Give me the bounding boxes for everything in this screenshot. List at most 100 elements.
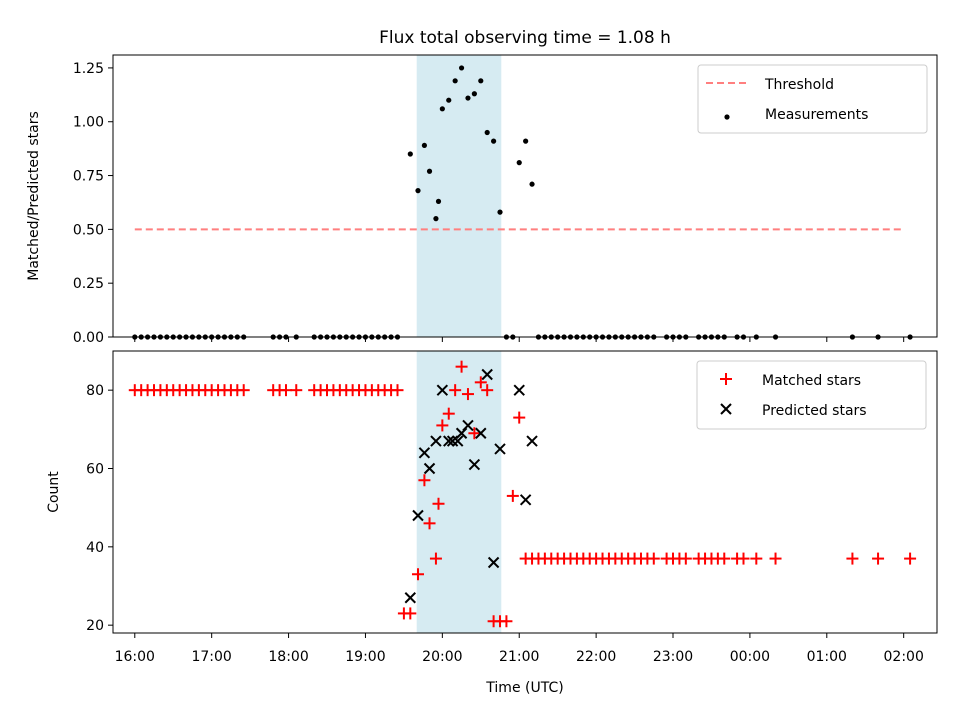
matched-star-point <box>750 552 763 565</box>
legend-measurements-label: Measurements <box>765 107 868 123</box>
matched-stars-series <box>128 360 917 628</box>
matched-star-point <box>500 615 513 628</box>
bottom-panel: 20 40 60 80 16:00 17:00 18:00 19:00 20:00 21:00 2… <box>46 350 938 696</box>
predicted-star-point <box>436 384 449 396</box>
top-panel: 0.00 0.25 0.50 0.75 1.00 1.25 Flux total obse… <box>26 28 938 346</box>
predicted-star-point <box>446 435 459 447</box>
predicted-star-point <box>455 427 468 439</box>
matched-star-point <box>647 552 660 565</box>
x-tick-label: 18:00 <box>268 649 308 665</box>
predicted-star-point <box>513 384 525 396</box>
matched-star-point <box>718 552 731 565</box>
predicted-star-point <box>423 462 436 475</box>
matched-star-point <box>391 384 404 397</box>
measurement-point <box>415 188 421 194</box>
measurement-point <box>516 160 522 166</box>
predicted-star-point <box>481 368 493 381</box>
matched-star-point <box>411 568 424 581</box>
predicted-star-point <box>443 435 455 447</box>
matched-star-point <box>423 517 436 530</box>
x-axis-label: Time (UTC) <box>485 680 563 696</box>
predicted-star-point <box>526 435 538 447</box>
matched-star-point <box>442 407 455 420</box>
matched-star-point <box>429 552 442 565</box>
predicted-star-point <box>452 435 464 447</box>
predicted-star-point <box>487 556 500 569</box>
x-tick-label: 22:00 <box>576 649 616 665</box>
predicted-star-point <box>494 443 506 455</box>
legend-predicted-label: Predicted stars <box>762 403 867 419</box>
predicted-star-point <box>412 509 424 522</box>
bottom-plot-frame <box>112 350 938 634</box>
bottom-y-axis-label: Count <box>46 471 62 513</box>
matched-star-point <box>904 552 917 565</box>
measurement-point <box>452 78 458 84</box>
matched-star-point <box>280 384 293 397</box>
x-tick-label: 02:00 <box>884 649 924 665</box>
predicted-star-point <box>462 419 474 432</box>
y-tick-label: 60 <box>86 462 104 478</box>
matched-star-point <box>481 384 494 397</box>
measurement-point <box>471 91 477 97</box>
predicted-star-point <box>404 592 417 604</box>
matched-star-point <box>506 489 519 502</box>
legend-predicted-swatch <box>720 403 732 415</box>
y-tick-label: 40 <box>86 540 104 556</box>
top-legend-box <box>697 64 928 134</box>
x-tick-label: 19:00 <box>345 649 385 665</box>
bottom-legend: Matched stars Predicted stars <box>696 360 927 430</box>
y-tick-label: 1.25 <box>73 61 104 77</box>
measurement-point <box>529 181 535 187</box>
predicted-star-point <box>468 458 481 471</box>
predicted-star-point <box>475 427 487 439</box>
chart-title: Flux total observing time = 1.08 h <box>379 28 671 48</box>
matched-star-point <box>872 552 885 565</box>
measurement-point <box>421 142 428 149</box>
bottom-x-axis: 16:00 17:00 18:00 19:00 20:00 21:00 22:00 23:00… <box>115 633 924 665</box>
matched-star-point <box>846 552 859 565</box>
y-tick-label: 1.00 <box>73 115 104 131</box>
measurement-point <box>407 151 413 157</box>
observing-window-shade <box>416 55 502 337</box>
measurement-point <box>435 198 442 204</box>
top-x-ticks <box>134 337 905 342</box>
measurement-point <box>478 78 484 84</box>
x-tick-label: 21:00 <box>499 649 539 665</box>
matched-star-point <box>461 388 474 401</box>
top-y-axis-label: Matched/Predicted stars <box>26 111 42 281</box>
matched-star-point <box>418 474 431 487</box>
measurement-point <box>446 97 452 103</box>
matched-star-point <box>474 376 487 389</box>
matched-star-point <box>513 411 526 424</box>
predicted-star-point <box>519 494 532 506</box>
measurement-point <box>426 168 433 174</box>
measurement-point <box>523 138 529 144</box>
measurement-point <box>465 95 471 101</box>
y-tick-label: 80 <box>86 383 104 399</box>
matched-star-point <box>290 384 303 397</box>
matched-star-point <box>237 384 250 397</box>
top-plot-frame <box>112 54 938 338</box>
matched-star-point <box>404 607 417 620</box>
x-tick-label: 17:00 <box>191 649 231 665</box>
observing-window-shade <box>416 351 502 633</box>
predicted-star-point <box>418 447 431 459</box>
x-tick-label: 00:00 <box>730 649 770 665</box>
x-tick-label: 01:00 <box>807 649 847 665</box>
matched-star-point <box>455 360 468 373</box>
matched-star-point <box>449 384 462 397</box>
x-tick-label: 23:00 <box>653 649 693 665</box>
measurement-point <box>484 129 490 136</box>
bottom-y-axis: 20 40 60 80 <box>86 383 113 634</box>
bottom-legend-box <box>696 360 927 430</box>
x-tick-label: 20:00 <box>422 649 462 665</box>
legend-threshold-label: Threshold <box>764 77 834 93</box>
y-tick-label: 20 <box>86 618 104 634</box>
y-tick-label: 0.00 <box>73 330 104 346</box>
measurement-point <box>497 209 503 215</box>
legend-matched-swatch <box>720 373 732 385</box>
y-tick-label: 0.50 <box>73 222 104 238</box>
measurement-point <box>491 138 497 144</box>
legend-measurements-swatch <box>724 114 730 120</box>
